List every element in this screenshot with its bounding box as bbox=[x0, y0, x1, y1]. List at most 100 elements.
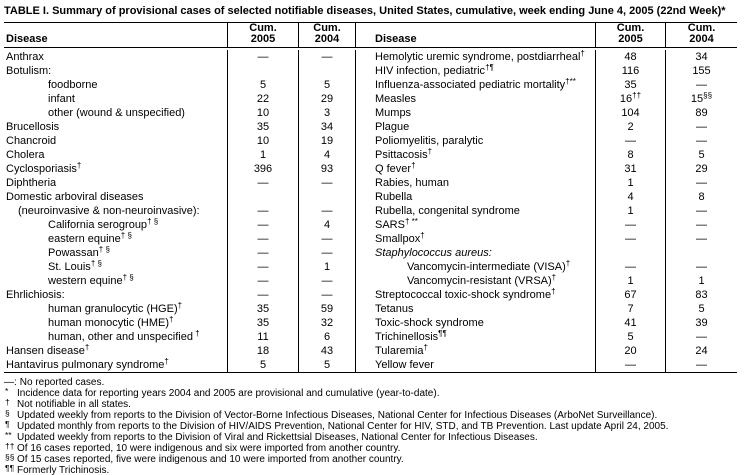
value-cell: — bbox=[665, 120, 737, 134]
value-cell: 5 bbox=[298, 358, 355, 372]
value-cell: 20 bbox=[595, 344, 665, 358]
footnote-marker: —: bbox=[4, 377, 17, 388]
disease-cell: HIV infection, pediatric†¶ bbox=[355, 64, 595, 78]
value-cell: 67 bbox=[595, 288, 665, 302]
footnotes-block: —: No reported cases. * Incidence data for … bbox=[4, 377, 748, 475]
value-cell: — bbox=[595, 358, 665, 372]
footnote-marker: ** bbox=[5, 430, 12, 440]
value-cell: 1 bbox=[298, 260, 355, 274]
header-year-label: 2004 bbox=[314, 33, 340, 45]
footnote-marker: † bbox=[427, 148, 433, 157]
footnote-text: Updated monthly from reports to the Divi… bbox=[17, 421, 669, 432]
value-cell: 11 bbox=[227, 330, 298, 344]
footnote-line: ** Updated weekly from reports to the Div… bbox=[4, 430, 748, 443]
disease-cell: Brucellosis bbox=[6, 121, 60, 133]
footnote-line: †† Of 16 cases reported, 10 were indigeno… bbox=[4, 441, 748, 454]
value-cell: — bbox=[227, 246, 298, 260]
disease-cell: Streptococcal toxic-shock syndrome† bbox=[355, 288, 595, 302]
disease-cell: Tetanus bbox=[355, 302, 595, 316]
value-cell: — bbox=[665, 260, 737, 274]
disease-cell: Q fever† bbox=[355, 162, 595, 176]
disease-cell: Vancomycin-resistant (VRSA)† bbox=[355, 274, 595, 288]
footnote-line: §§ Of 15 cases reported, five were indige… bbox=[4, 452, 748, 465]
value-cell: 83 bbox=[665, 288, 737, 302]
footnote-line: † Not notifiable in all states. bbox=[4, 397, 748, 410]
value-cell: — bbox=[665, 232, 737, 246]
value-cell: 31 bbox=[595, 162, 665, 176]
disease-cell: Plague bbox=[355, 120, 595, 134]
disease-cell: Botulism: bbox=[6, 65, 52, 77]
value-cell: 1 bbox=[227, 148, 298, 162]
footnote-marker: † § bbox=[90, 260, 102, 269]
value-cell: 6 bbox=[298, 330, 355, 344]
value-cell: — bbox=[298, 176, 355, 190]
value-cell: 16†† bbox=[595, 92, 665, 106]
header-cum-label: Cum. bbox=[616, 22, 645, 34]
footnote-marker: † § bbox=[147, 218, 159, 227]
value-cell: — bbox=[227, 288, 298, 302]
value-cell: 4 bbox=[595, 190, 665, 204]
value-cell: — bbox=[298, 232, 355, 246]
value-cell: — bbox=[595, 134, 665, 148]
value-cell: — bbox=[665, 218, 737, 232]
footnote-line: * Incidence data for reporting years 2004… bbox=[4, 386, 748, 399]
value-cell: 396 bbox=[227, 162, 298, 176]
disease-cell: Yellow fever bbox=[355, 358, 595, 372]
table-title: TABLE I. Summary of provisional cases of… bbox=[4, 5, 726, 17]
value-cell: 5 bbox=[665, 302, 737, 316]
footnote-marker: ¶¶ bbox=[5, 463, 15, 473]
value-cell: 8 bbox=[595, 148, 665, 162]
footnote-marker: † bbox=[411, 162, 416, 171]
disease-cell: (neuroinvasive & non-neuroinvasive): bbox=[18, 205, 200, 217]
disease-cell: Poliomyelitis, paralytic bbox=[355, 134, 595, 148]
disease-cell: Cyclosporiasis† bbox=[6, 162, 82, 175]
footnote-marker: * bbox=[5, 386, 9, 396]
value-cell bbox=[227, 190, 298, 204]
disease-cell: California serogroup† § bbox=[48, 218, 159, 231]
disease-cell: Hantavirus pulmonary syndrome† bbox=[6, 358, 169, 371]
footnote-marker: § bbox=[5, 408, 10, 418]
footnote-text: Of 15 cases reported, five were indigeno… bbox=[17, 454, 404, 465]
value-cell bbox=[227, 64, 298, 78]
value-cell: 155 bbox=[665, 64, 737, 78]
value-cell: 18 bbox=[227, 344, 298, 358]
disease-cell: Psittacosis† bbox=[355, 148, 595, 162]
footnote-marker: † ** bbox=[404, 218, 418, 227]
value-cell: — bbox=[227, 274, 298, 288]
value-cell: 1 bbox=[665, 274, 737, 288]
value-cell: 35 bbox=[227, 316, 298, 330]
footnote-marker: † § bbox=[122, 274, 134, 283]
value-cell: — bbox=[227, 232, 298, 246]
footnote-marker: † bbox=[551, 288, 556, 297]
disease-cell: Hemolytic uremic syndrome, postdiarrheal… bbox=[355, 50, 595, 64]
disease-cell: St. Louis† § bbox=[48, 260, 102, 273]
value-cell bbox=[665, 246, 737, 260]
disease-cell: Ehrlichiosis: bbox=[6, 289, 65, 301]
value-cell: — bbox=[665, 176, 737, 190]
value-cell: — bbox=[665, 358, 737, 372]
header-year-label: 2005 bbox=[250, 33, 276, 45]
value-cell: 89 bbox=[665, 106, 737, 120]
disease-cell: Smallpox† bbox=[355, 232, 595, 246]
disease-cell: eastern equine† § bbox=[48, 232, 132, 245]
disease-cell: Rubella bbox=[355, 190, 595, 204]
header-year-label: 2004 bbox=[689, 33, 714, 45]
disease-cell: Rubella, congenital syndrome bbox=[355, 204, 595, 218]
footnote-marker: † bbox=[423, 344, 428, 353]
footnote-marker: †† bbox=[5, 441, 15, 451]
value-cell: — bbox=[227, 176, 298, 190]
disease-cell: Tularemia† bbox=[355, 344, 595, 358]
footnote-marker: † bbox=[177, 302, 183, 311]
value-cell: 43 bbox=[298, 344, 355, 358]
header-cum-2004-right: Cum. 2004 bbox=[665, 23, 737, 47]
value-cell bbox=[298, 64, 355, 78]
footnote-marker: ¶¶ bbox=[438, 330, 447, 339]
value-cell: 35 bbox=[227, 302, 298, 316]
disease-cell: Staphylococcus aureus: bbox=[355, 246, 595, 260]
footnote-marker: † bbox=[420, 232, 425, 241]
value-cell: 4 bbox=[298, 218, 355, 232]
footnote-text: Formerly Trichinosis. bbox=[17, 465, 110, 475]
footnote-text: Updated weekly from reports to the Divis… bbox=[17, 410, 658, 421]
value-cell bbox=[595, 246, 665, 260]
disease-cell: SARS† ** bbox=[355, 218, 595, 232]
